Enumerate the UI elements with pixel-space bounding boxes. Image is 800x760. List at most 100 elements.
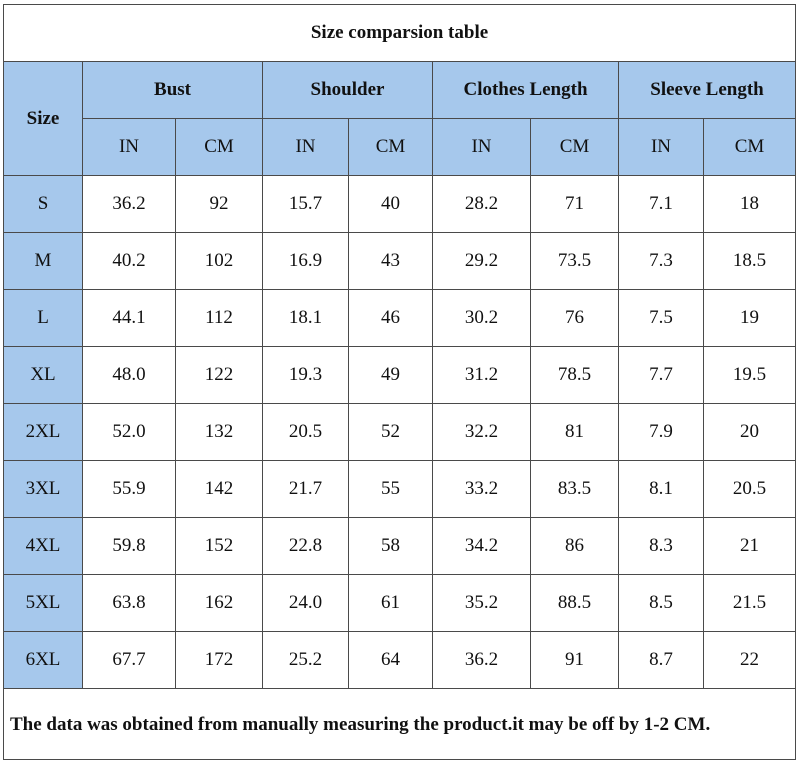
size-cell: M [3, 232, 83, 290]
value-cell: 67.7 [82, 631, 176, 689]
size-cell: 3XL [3, 460, 83, 518]
value-cell: 58 [348, 517, 433, 575]
value-cell: 81 [530, 403, 619, 461]
value-cell: 15.7 [262, 175, 349, 233]
value-cell: 28.2 [432, 175, 531, 233]
value-cell: 40.2 [82, 232, 176, 290]
value-cell: 64 [348, 631, 433, 689]
unit-header: CM [348, 118, 433, 176]
value-cell: 63.8 [82, 574, 176, 632]
table-row: Size comparsion table [2, 4, 797, 62]
value-cell: 7.7 [618, 346, 704, 404]
value-cell: 22.8 [262, 517, 349, 575]
table-row: M 40.2 102 16.9 43 29.2 73.5 7.3 18.5 [3, 232, 797, 290]
value-cell: 102 [175, 232, 263, 290]
value-cell: 92 [175, 175, 263, 233]
value-cell: 8.3 [618, 517, 704, 575]
value-cell: 7.5 [618, 289, 704, 347]
group-header: Clothes Length [432, 61, 619, 119]
value-cell: 34.2 [432, 517, 531, 575]
unit-header: IN [82, 118, 176, 176]
table-row: 4XL 59.8 152 22.8 58 34.2 86 8.3 21 [3, 517, 797, 575]
value-cell: 59.8 [82, 517, 176, 575]
size-cell: S [3, 175, 83, 233]
value-cell: 52 [348, 403, 433, 461]
unit-header: IN [432, 118, 531, 176]
size-cell: 2XL [3, 403, 83, 461]
size-cell: L [3, 289, 83, 347]
value-cell: 88.5 [530, 574, 619, 632]
unit-header: IN [618, 118, 704, 176]
value-cell: 76 [530, 289, 619, 347]
value-cell: 20.5 [262, 403, 349, 461]
group-header: Shoulder [262, 61, 433, 119]
value-cell: 91 [530, 631, 619, 689]
value-cell: 122 [175, 346, 263, 404]
value-cell: 36.2 [432, 631, 531, 689]
value-cell: 40 [348, 175, 433, 233]
value-cell: 152 [175, 517, 263, 575]
table-note: The data was obtained from manually meas… [2, 688, 797, 760]
size-header: Size [3, 61, 83, 176]
table-row: 5XL 63.8 162 24.0 61 35.2 88.5 8.5 21.5 [3, 574, 797, 632]
size-table: Size comparsion table Size Bust Shoulder Clo… [2, 4, 797, 760]
value-cell: 21 [702, 517, 797, 575]
value-cell: 83.5 [530, 460, 619, 518]
value-cell: 8.7 [618, 631, 704, 689]
size-cell: XL [3, 346, 83, 404]
value-cell: 32.2 [432, 403, 531, 461]
table-row: 3XL 55.9 142 21.7 55 33.2 83.5 8.1 20.5 [3, 460, 797, 518]
value-cell: 78.5 [530, 346, 619, 404]
value-cell: 55 [348, 460, 433, 518]
unit-header: CM [175, 118, 263, 176]
unit-header: CM [530, 118, 619, 176]
value-cell: 16.9 [262, 232, 349, 290]
value-cell: 36.2 [82, 175, 176, 233]
value-cell: 46 [348, 289, 433, 347]
value-cell: 30.2 [432, 289, 531, 347]
table-row: S 36.2 92 15.7 40 28.2 71 7.1 18 [3, 175, 797, 233]
value-cell: 18 [702, 175, 797, 233]
value-cell: 29.2 [432, 232, 531, 290]
value-cell: 52.0 [82, 403, 176, 461]
value-cell: 24.0 [262, 574, 349, 632]
value-cell: 172 [175, 631, 263, 689]
value-cell: 7.1 [618, 175, 704, 233]
value-cell: 7.3 [618, 232, 704, 290]
value-cell: 21.7 [262, 460, 349, 518]
value-cell: 48.0 [82, 346, 176, 404]
value-cell: 112 [175, 289, 263, 347]
table-row: 6XL 67.7 172 25.2 64 36.2 91 8.7 22 [3, 631, 797, 689]
value-cell: 162 [175, 574, 263, 632]
value-cell: 142 [175, 460, 263, 518]
value-cell: 31.2 [432, 346, 531, 404]
value-cell: 21.5 [702, 574, 797, 632]
value-cell: 73.5 [530, 232, 619, 290]
value-cell: 7.9 [618, 403, 704, 461]
table-row: L 44.1 112 18.1 46 30.2 76 7.5 19 [3, 289, 797, 347]
value-cell: 8.1 [618, 460, 704, 518]
value-cell: 20 [702, 403, 797, 461]
value-cell: 25.2 [262, 631, 349, 689]
value-cell: 19.5 [702, 346, 797, 404]
size-cell: 6XL [3, 631, 83, 689]
value-cell: 61 [348, 574, 433, 632]
value-cell: 44.1 [82, 289, 176, 347]
value-cell: 20.5 [702, 460, 797, 518]
table-row: XL 48.0 122 19.3 49 31.2 78.5 7.7 19.5 [3, 346, 797, 404]
size-table-container: Size comparsion table Size Bust Shoulder Clo… [2, 4, 797, 760]
value-cell: 18.1 [262, 289, 349, 347]
value-cell: 86 [530, 517, 619, 575]
value-cell: 35.2 [432, 574, 531, 632]
table-row: Size Bust Shoulder Clothes Length Sleeve Len… [3, 61, 797, 176]
value-cell: 132 [175, 403, 263, 461]
table-title: Size comparsion table [2, 4, 797, 62]
size-cell: 5XL [3, 574, 83, 632]
value-cell: 19.3 [262, 346, 349, 404]
table-row: IN CM IN CM IN CM IN CM [4, 118, 797, 176]
unit-header: CM [702, 118, 797, 176]
table-row: 2XL 52.0 132 20.5 52 32.2 81 7.9 20 [3, 403, 797, 461]
unit-header: IN [262, 118, 349, 176]
value-cell: 22 [702, 631, 797, 689]
